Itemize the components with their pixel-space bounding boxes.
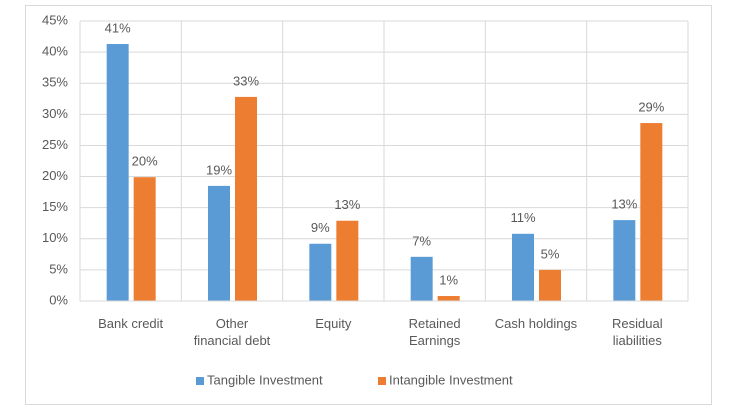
value-label: 13% xyxy=(611,197,637,212)
y-tick-label: 10% xyxy=(42,230,68,245)
bar xyxy=(336,220,359,301)
value-label: 11% xyxy=(510,210,535,225)
x-tick-label: Retained Earnings xyxy=(408,316,461,348)
value-label: 29% xyxy=(638,99,664,114)
legend-swatch xyxy=(196,377,204,385)
value-label: 1% xyxy=(439,272,458,287)
x-tick-label: Cash holdings xyxy=(494,316,578,331)
value-label: 41% xyxy=(105,20,131,35)
y-tick-label: 35% xyxy=(42,75,68,90)
y-tick-label: 5% xyxy=(49,261,68,276)
y-tick-label: 0% xyxy=(49,292,68,307)
bar xyxy=(437,296,460,301)
y-tick-label: 45% xyxy=(42,12,68,27)
value-label: 20% xyxy=(132,154,158,169)
bar xyxy=(106,44,129,302)
y-tick-label: 15% xyxy=(42,199,68,214)
legend-swatch xyxy=(378,377,386,385)
y-tick-label: 40% xyxy=(42,44,68,59)
bar xyxy=(613,220,636,301)
bar xyxy=(512,233,534,301)
bar xyxy=(309,243,332,301)
bar xyxy=(235,96,257,302)
x-tick-label: Residual liabilities xyxy=(612,316,663,348)
y-tick-label: 25% xyxy=(42,137,68,152)
value-label: 13% xyxy=(334,197,360,212)
value-label: 19% xyxy=(206,162,232,177)
bar xyxy=(133,177,156,301)
y-tick-label: 30% xyxy=(42,106,68,121)
x-tick-label: Other financial debt xyxy=(193,316,271,348)
y-tick-label: 20% xyxy=(42,168,68,183)
bar xyxy=(640,123,663,302)
bar xyxy=(208,185,230,301)
value-label: 9% xyxy=(311,220,330,235)
value-label: 5% xyxy=(541,246,560,261)
legend-label: Tangible Investment xyxy=(207,372,323,387)
bar xyxy=(410,256,433,301)
x-tick-label: Bank credit xyxy=(98,316,164,331)
bar xyxy=(539,269,561,301)
x-tick-label: Equity xyxy=(315,316,352,331)
value-label: 33% xyxy=(233,73,259,88)
legend-label: Intangible Investment xyxy=(389,372,513,387)
value-label: 7% xyxy=(412,233,431,248)
